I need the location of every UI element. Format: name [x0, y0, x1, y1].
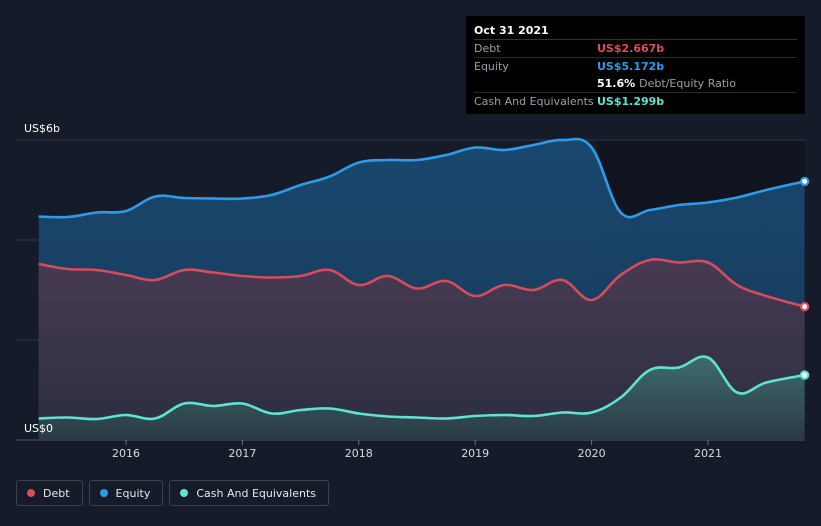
- equity-endpoint: [799, 176, 810, 187]
- data-tooltip: Oct 31 2021 Debt US$2.667b Equity US$5.1…: [466, 16, 805, 114]
- x-tick-label: 2016: [112, 447, 140, 460]
- x-tick-label: 2021: [694, 447, 722, 460]
- tooltip-date: Oct 31 2021: [474, 22, 797, 40]
- tooltip-row-equity: Equity US$5.172b: [474, 58, 797, 75]
- x-tick-label: 2020: [578, 447, 606, 460]
- tooltip-debt-value: US$2.667b: [597, 42, 665, 55]
- tooltip-row-cash: Cash And Equivalents US$1.299b: [474, 93, 797, 110]
- legend-item-equity[interactable]: Equity: [88, 480, 164, 506]
- tooltip-ratio-value: 51.6%: [597, 77, 636, 90]
- legend-item-debt[interactable]: Debt: [16, 480, 83, 506]
- legend-cash-label: Cash And Equivalents: [196, 486, 316, 500]
- debt-endpoint: [799, 301, 810, 312]
- y-axis-bottom-label: US$0: [24, 422, 53, 435]
- cash-endpoint: [799, 370, 810, 380]
- y-axis-top-label: US$6b: [24, 122, 60, 135]
- legend-equity-label: Equity: [115, 486, 151, 500]
- tooltip-cash-label: Cash And Equivalents: [474, 95, 594, 108]
- equity-line: [38, 137, 805, 219]
- tooltip-ratio-label: Debt/Equity Ratio: [639, 77, 736, 90]
- tooltip-equity-label: Equity: [474, 60, 509, 73]
- tooltip-equity-value: US$5.172b: [597, 60, 665, 73]
- equity-dot-icon: [99, 489, 108, 497]
- x-tick-label: 2017: [228, 447, 256, 460]
- tooltip-row-ratio: 51.6% Debt/Equity Ratio: [474, 75, 797, 93]
- x-tick-label: 2019: [461, 447, 489, 460]
- x-tick-label: 2018: [345, 447, 373, 460]
- tooltip-cash-value: US$1.299b: [597, 95, 665, 108]
- x-axis: 2016 2017 2018 2019 2020 2021: [112, 440, 722, 460]
- legend-debt-label: Debt: [43, 486, 70, 500]
- debt-area: [38, 259, 805, 440]
- series-areas: [38, 139, 805, 441]
- cash-dot-icon: [180, 489, 189, 497]
- chart-legend: Debt Equity Cash And Equivalents: [16, 480, 329, 506]
- tooltip-debt-label: Debt: [474, 42, 501, 55]
- series-endpoints: [799, 176, 810, 380]
- legend-item-cash[interactable]: Cash And Equivalents: [169, 480, 329, 506]
- debt-line: [38, 258, 805, 308]
- series-lines: [38, 137, 805, 421]
- cash-line: [38, 355, 805, 421]
- cash-area: [38, 356, 805, 440]
- debt-dot-icon: [27, 489, 35, 497]
- tooltip-row-debt: Debt US$2.667b: [474, 40, 797, 58]
